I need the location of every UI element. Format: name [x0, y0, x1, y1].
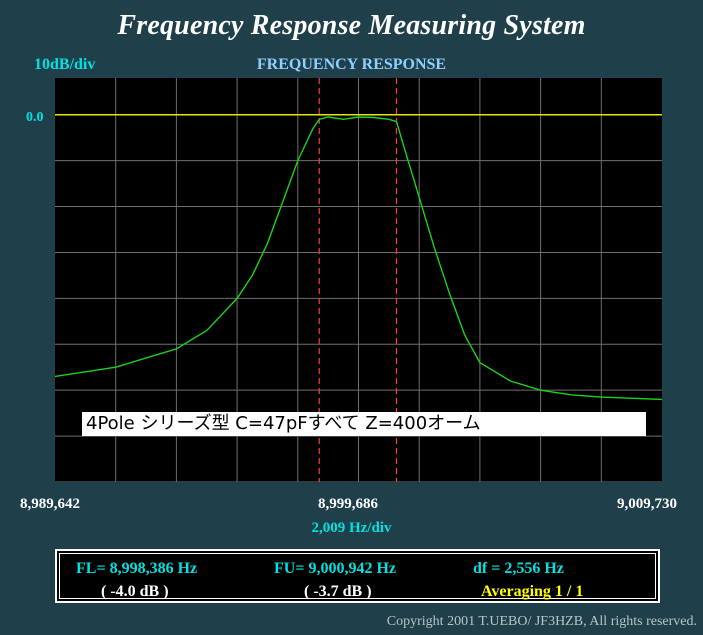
- lower-frequency-readout: FL= 8,998,386 Hz: [76, 560, 198, 577]
- app-title: Frequency Response Measuring System: [117, 10, 586, 41]
- plot-title: FREQUENCY RESPONSE: [256, 56, 447, 73]
- reference-level-label: 0.0: [26, 110, 44, 125]
- x-axis-end-label: 9,009,730: [617, 496, 677, 512]
- response-trace: [55, 116, 662, 401]
- bandwidth-readout: df = 2,556 Hz: [473, 560, 564, 577]
- x-axis-center-label: 8,999,686: [318, 496, 378, 512]
- y-scale-label: 10dB/div: [34, 56, 96, 73]
- upper-frequency-readout: FU= 9,000,942 Hz: [274, 560, 396, 577]
- measurement-panel: FL= 8,998,386 Hz FU= 9,000,942 Hz df = 2…: [55, 549, 660, 603]
- averaging-status: Averaging 1 / 1: [481, 583, 584, 600]
- x-axis-start-label: 8,989,642: [20, 496, 80, 512]
- copyright-notice: Copyright 2001 T.UEBO/ JF3HZB, All right…: [386, 614, 697, 629]
- lower-frequency-level: ( -4.0 dB ): [101, 583, 169, 600]
- x-axis-division-label: 2,009 Hz/div: [311, 520, 392, 536]
- upper-frequency-level: ( -3.7 dB ): [304, 583, 372, 600]
- measurement-note: 4Pole シリーズ型 C=47pFすべて Z=400オーム: [82, 412, 646, 436]
- measurement-panel-inner: FL= 8,998,386 Hz FU= 9,000,942 Hz df = 2…: [59, 553, 656, 600]
